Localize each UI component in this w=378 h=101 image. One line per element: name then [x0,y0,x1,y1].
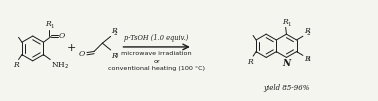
Text: 3: 3 [307,57,310,62]
Text: NH$_2$: NH$_2$ [51,61,69,71]
Text: N: N [282,59,291,68]
Text: 2: 2 [307,31,310,36]
Text: R: R [304,55,310,63]
Text: R: R [111,27,117,35]
Text: 2: 2 [114,31,118,36]
Text: 1: 1 [51,24,54,29]
Text: R: R [282,18,287,26]
Text: or: or [153,59,160,64]
Text: R: R [45,20,51,28]
Text: R: R [13,61,19,69]
Text: 1: 1 [288,22,291,27]
Text: microwave irradiation: microwave irradiation [121,51,192,56]
Text: conventional heating (100 °C): conventional heating (100 °C) [108,66,205,72]
Text: +: + [67,43,76,53]
Text: yield 85-96%: yield 85-96% [264,84,310,92]
Text: R: R [247,58,253,66]
Text: R: R [304,27,310,35]
Text: p-TsOH (1.0 equiv.): p-TsOH (1.0 equiv.) [124,34,189,42]
Text: O: O [79,50,85,58]
Text: R: R [112,52,117,60]
Text: 3: 3 [115,53,118,58]
Text: O: O [59,32,65,39]
